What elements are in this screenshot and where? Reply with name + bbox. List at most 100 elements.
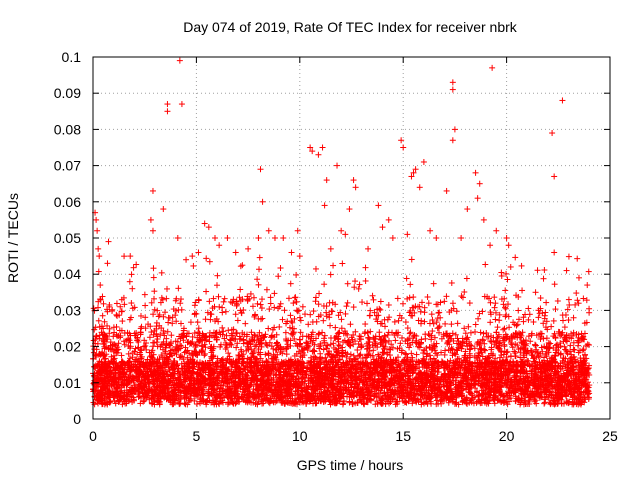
data-point: [515, 307, 522, 314]
data-point: [256, 266, 263, 273]
data-point: [118, 352, 125, 359]
data-point: [254, 300, 261, 307]
data-point: [442, 320, 449, 327]
data-point: [567, 342, 574, 349]
data-point: [220, 382, 227, 389]
data-point: [560, 317, 567, 324]
data-point: [142, 342, 149, 349]
data-point: [163, 295, 170, 302]
data-point: [250, 294, 257, 301]
data-point: [165, 314, 172, 321]
data-point: [355, 340, 362, 347]
data-point: [310, 347, 317, 354]
data-point: [459, 294, 466, 301]
data-point: [214, 272, 221, 279]
data-point: [430, 280, 437, 287]
data-point: [477, 329, 484, 336]
data-point: [259, 296, 266, 303]
data-point: [406, 330, 413, 337]
data-point: [237, 286, 244, 293]
data-point: [404, 325, 411, 332]
data-point: [494, 324, 501, 331]
data-point: [180, 356, 187, 363]
data-point: [342, 310, 349, 317]
data-point: [441, 298, 448, 305]
data-point: [254, 276, 261, 283]
data-point: [392, 337, 399, 344]
data-point: [421, 309, 428, 316]
data-point: [215, 293, 222, 300]
data-point: [507, 339, 514, 346]
data-point: [566, 301, 573, 308]
data-point: [399, 300, 406, 307]
data-point: [501, 325, 508, 332]
data-point: [201, 352, 208, 359]
data-point: [362, 321, 369, 328]
data-point: [541, 400, 548, 407]
data-point: [153, 339, 160, 346]
data-point: [538, 330, 545, 337]
data-point: [585, 268, 592, 275]
data-point: [352, 328, 359, 335]
data-point: [290, 300, 297, 307]
data-point: [350, 304, 357, 311]
data-points: [90, 57, 593, 408]
data-point: [551, 281, 558, 288]
data-point: [169, 320, 176, 327]
data-point: [487, 338, 494, 345]
data-point: [410, 294, 417, 301]
data-point: [142, 314, 149, 321]
data-point: [344, 299, 351, 306]
data-point: [471, 345, 478, 352]
data-point: [421, 318, 428, 325]
data-point: [195, 325, 202, 332]
data-point: [110, 324, 117, 331]
data-point: [487, 319, 494, 326]
data-point: [417, 308, 424, 315]
data-point: [113, 300, 120, 307]
data-point: [222, 308, 229, 315]
data-point: [164, 285, 171, 292]
data-point: [534, 267, 541, 274]
data-point: [293, 271, 300, 278]
data-point: [164, 328, 171, 335]
data-point: [381, 323, 388, 330]
data-point: [142, 302, 149, 309]
data-point: [207, 310, 214, 317]
data-point: [258, 305, 265, 312]
data-point: [449, 300, 456, 307]
data-point: [430, 355, 437, 362]
data-point: [565, 296, 572, 303]
data-point: [137, 312, 144, 319]
data-point: [519, 287, 526, 294]
data-point: [202, 350, 209, 357]
data-point: [310, 308, 317, 315]
data-point: [571, 346, 578, 353]
data-point: [564, 306, 571, 313]
data-point: [418, 317, 425, 324]
data-point: [424, 293, 431, 300]
data-point: [429, 316, 436, 323]
data-point: [154, 336, 161, 343]
data-point: [279, 316, 286, 323]
data-point: [113, 311, 120, 318]
data-point: [256, 254, 263, 261]
data-point: [509, 344, 516, 351]
data-point: [537, 295, 544, 302]
data-point: [407, 281, 414, 288]
data-point: [296, 314, 303, 321]
data-point: [574, 255, 581, 262]
data-point: [408, 256, 415, 263]
data-point: [263, 286, 270, 293]
data-point: [540, 320, 547, 327]
data-point: [369, 292, 376, 299]
data-point: [496, 317, 503, 324]
data-point: [150, 274, 157, 281]
data-point: [191, 330, 198, 337]
data-point: [402, 319, 409, 326]
data-point: [338, 316, 345, 323]
data-point: [352, 278, 359, 285]
data-point: [262, 351, 269, 358]
data-point: [276, 323, 283, 330]
data-point: [332, 324, 339, 331]
